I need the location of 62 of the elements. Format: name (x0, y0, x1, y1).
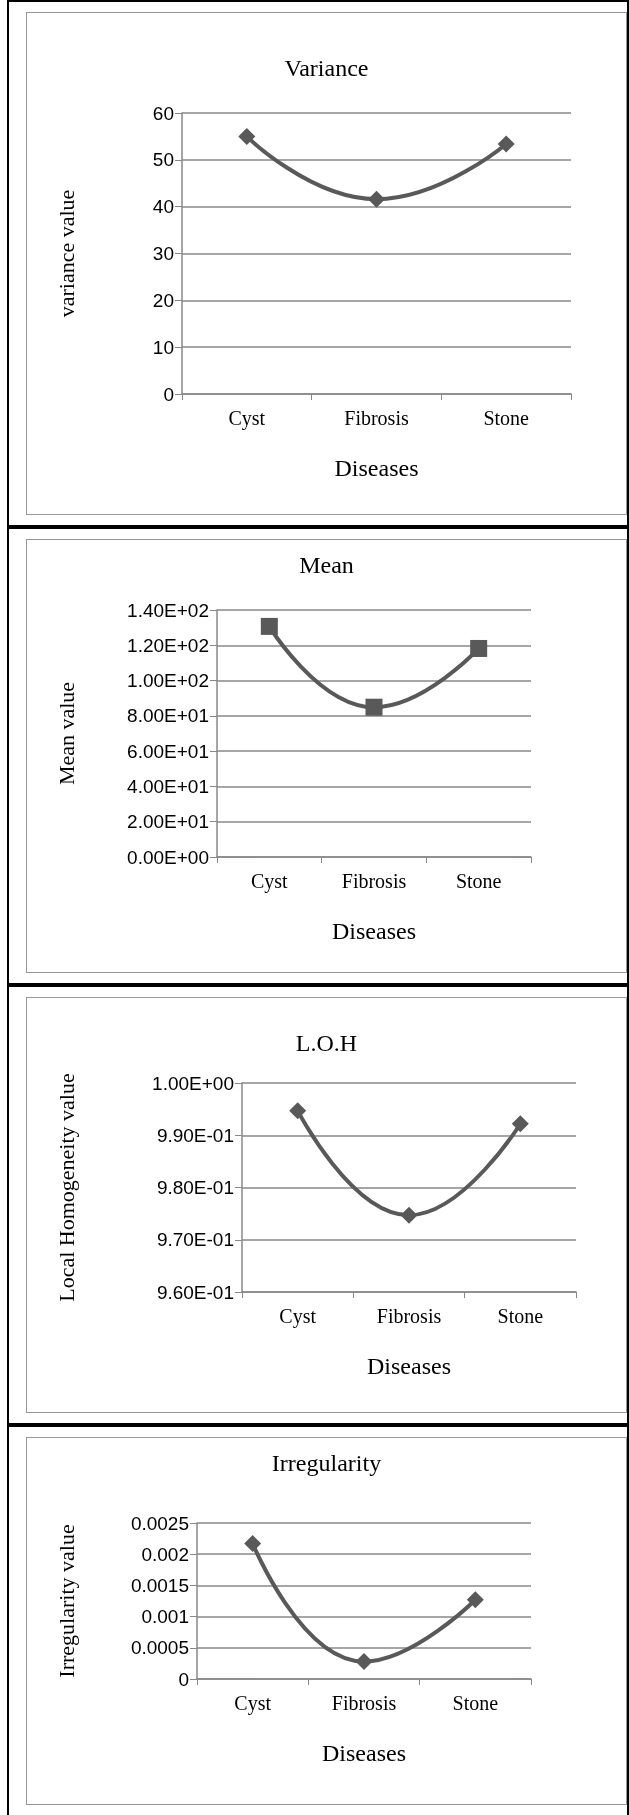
y-tick-label: 0.0025 (130, 1512, 189, 1534)
y-tick-label: 40 (152, 196, 174, 218)
point (511, 1115, 529, 1133)
y-axis-title: variance value (53, 189, 79, 318)
y-tick-label: 9.90E-01 (156, 1124, 234, 1146)
x-tick-label: Cyst (234, 1692, 272, 1715)
point (470, 639, 488, 657)
point (289, 1102, 307, 1120)
point (497, 135, 515, 153)
x-tick-label: Cyst (279, 1305, 317, 1328)
x-tick-label: Cyst (228, 407, 266, 430)
y-tick-label: 0 (163, 383, 174, 405)
y-axis-title: Local Homogeneity value (53, 1073, 79, 1302)
point (400, 1206, 418, 1224)
point (260, 617, 278, 635)
x-tick-label: Stone (483, 407, 530, 429)
y-tick-label: 50 (152, 149, 174, 171)
x-tick-label: Stone (452, 1692, 499, 1714)
y-tick-label: 4.00E+01 (127, 775, 209, 797)
x-axis-title: Diseases (332, 918, 416, 944)
y-tick-label: 0.0015 (130, 1574, 189, 1596)
y-tick-label: 60 (152, 102, 174, 124)
y-tick-label: 9.60E-01 (156, 1281, 234, 1303)
y-tick-label: 9.70E-01 (156, 1229, 234, 1251)
point (368, 190, 385, 208)
y-tick-label: 0.0005 (130, 1637, 189, 1659)
chart-title: L.O.H (295, 1030, 358, 1056)
chart-title: Variance (284, 55, 369, 81)
y-axis-title: Irregularity value (53, 1524, 79, 1678)
x-tick-label: Stone (455, 870, 502, 892)
y-tick-label: 0 (178, 1668, 189, 1690)
chart-title: Mean (299, 552, 354, 578)
point (365, 698, 383, 716)
y-tick-label: 9.80E-01 (156, 1177, 234, 1198)
x-tick-label: Stone (497, 1305, 544, 1327)
y-tick-label: 1.40E+02 (127, 599, 209, 621)
point (238, 127, 256, 145)
point (355, 1653, 373, 1671)
y-tick-label: 20 (152, 289, 174, 311)
y-tick-label: 1.00E+02 (127, 670, 209, 692)
x-axis-title: Diseases (367, 1353, 451, 1379)
x-axis-title: Diseases (334, 455, 419, 481)
y-tick-label: 0.002 (141, 1543, 189, 1565)
x-tick-label: Fibrosis (341, 870, 407, 892)
x-axis-title: Diseases (322, 1740, 406, 1766)
y-tick-label: 30 (152, 243, 174, 264)
y-tick-label: 6.00E+01 (127, 740, 209, 762)
y-axis-title: Mean value (53, 681, 79, 786)
y-tick-label: 1.00E+00 (152, 1072, 234, 1094)
chart-title: Irregularity (271, 1450, 382, 1476)
y-tick-label: 0.001 (141, 1606, 189, 1628)
x-tick-label: Fibrosis (331, 1692, 397, 1714)
x-tick-label: Fibrosis (344, 407, 409, 429)
y-tick-label: 8.00E+01 (127, 705, 209, 727)
point (244, 1535, 262, 1553)
x-tick-label: Cyst (250, 870, 289, 893)
point (466, 1591, 484, 1609)
x-tick-label: Fibrosis (376, 1305, 442, 1327)
y-tick-label: 2.00E+01 (127, 811, 209, 833)
y-tick-label: 10 (152, 336, 174, 358)
y-tick-label: 0.00E+00 (127, 846, 209, 868)
y-tick-label: 1.20E+02 (127, 634, 209, 656)
